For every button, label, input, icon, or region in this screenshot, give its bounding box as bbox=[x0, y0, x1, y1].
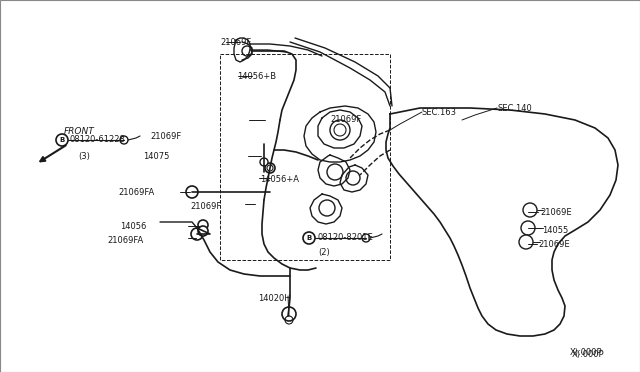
Circle shape bbox=[260, 158, 268, 166]
Circle shape bbox=[521, 221, 535, 235]
Circle shape bbox=[186, 186, 198, 198]
Circle shape bbox=[265, 163, 275, 173]
Text: 21069E: 21069E bbox=[540, 208, 572, 217]
Text: 21069F: 21069F bbox=[150, 132, 181, 141]
Circle shape bbox=[523, 203, 537, 217]
Text: 21069E: 21069E bbox=[538, 240, 570, 249]
Circle shape bbox=[303, 232, 315, 244]
Text: FRONT: FRONT bbox=[64, 128, 95, 137]
Text: SEC.140: SEC.140 bbox=[497, 104, 532, 113]
Text: 21069F: 21069F bbox=[330, 115, 361, 124]
Circle shape bbox=[519, 235, 533, 249]
Text: 21069F: 21069F bbox=[190, 202, 221, 211]
Text: 08120-61228: 08120-61228 bbox=[70, 135, 126, 144]
Circle shape bbox=[198, 226, 208, 236]
Text: X):000P: X):000P bbox=[572, 350, 605, 359]
Circle shape bbox=[198, 220, 208, 230]
Text: (2): (2) bbox=[318, 248, 330, 257]
Circle shape bbox=[120, 136, 128, 144]
Text: 21069FA: 21069FA bbox=[118, 188, 154, 197]
Text: 14056+B: 14056+B bbox=[237, 72, 276, 81]
Text: 08120-8201E: 08120-8201E bbox=[317, 234, 372, 243]
Text: 14056: 14056 bbox=[120, 222, 147, 231]
Circle shape bbox=[362, 234, 370, 242]
Text: 21069FA: 21069FA bbox=[107, 236, 143, 245]
Circle shape bbox=[191, 228, 203, 240]
Text: 14075: 14075 bbox=[143, 152, 170, 161]
Text: B: B bbox=[307, 235, 312, 241]
Text: 21069F: 21069F bbox=[220, 38, 252, 47]
Circle shape bbox=[56, 134, 68, 146]
Text: SEC.163: SEC.163 bbox=[422, 108, 457, 117]
Text: 14055: 14055 bbox=[542, 226, 568, 235]
Text: 14056+A: 14056+A bbox=[260, 175, 299, 184]
Text: X):000P: X):000P bbox=[570, 348, 603, 357]
Text: B: B bbox=[60, 137, 65, 143]
Text: 14020H: 14020H bbox=[258, 294, 291, 303]
Circle shape bbox=[282, 307, 296, 321]
Text: (3): (3) bbox=[78, 152, 90, 161]
